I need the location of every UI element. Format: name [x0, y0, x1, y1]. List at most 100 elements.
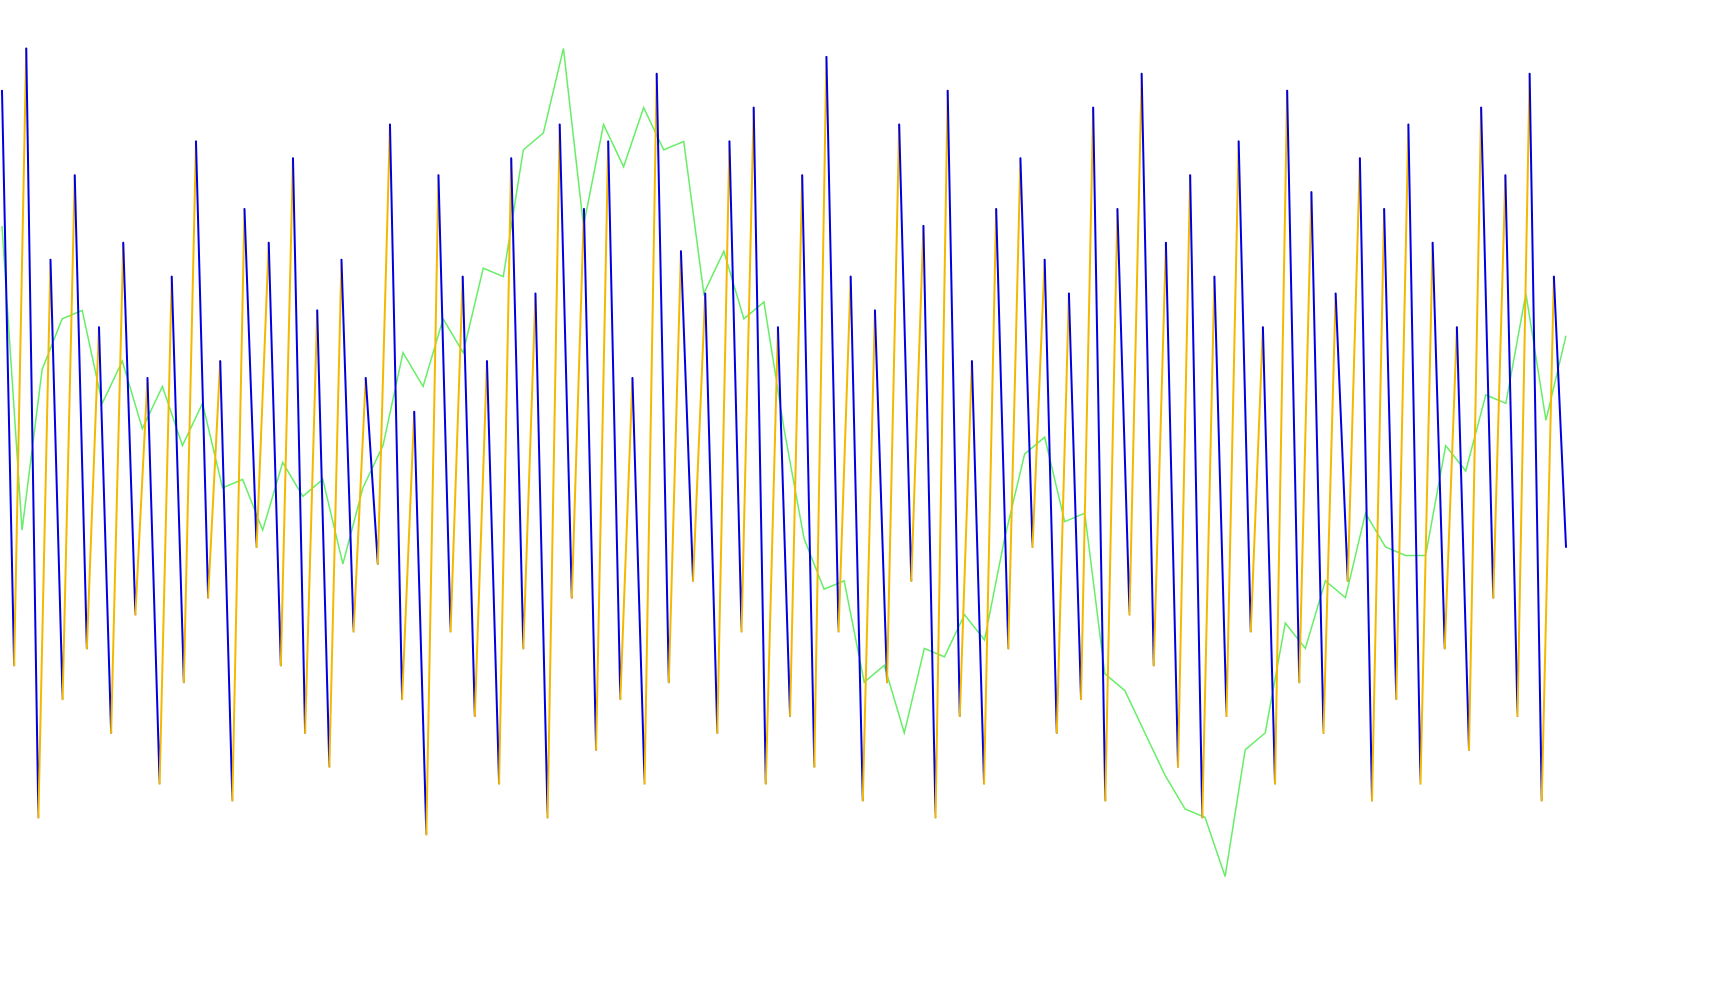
line-segment — [316, 309, 331, 768]
line-segment — [655, 72, 670, 684]
line-segment — [304, 309, 319, 734]
line-segment — [134, 377, 149, 616]
line-segment — [667, 250, 682, 684]
line-segment — [401, 410, 416, 701]
line-segment — [607, 140, 622, 701]
line-segment — [352, 377, 367, 633]
line-segment — [219, 360, 234, 802]
line-segment — [194, 140, 210, 599]
line-segment — [643, 72, 658, 785]
line-segment — [49, 258, 64, 701]
line-segment — [267, 241, 282, 667]
line-segment — [1055, 292, 1070, 734]
line-segment — [983, 208, 998, 785]
line-segment — [1067, 292, 1083, 701]
line-segment — [546, 123, 561, 819]
line — [1, 48, 1567, 877]
line-segment — [97, 326, 113, 734]
line-segment — [1516, 72, 1531, 717]
line-segment — [37, 258, 52, 819]
line-segment — [1371, 208, 1386, 802]
line-segment — [364, 377, 379, 565]
line-segment — [898, 123, 913, 582]
line-segment — [522, 292, 537, 650]
line-segment — [1552, 275, 1567, 548]
line-segment — [716, 140, 731, 734]
line-segment — [910, 224, 925, 582]
line-segment — [934, 89, 949, 819]
line-segment — [886, 123, 901, 684]
line-segment — [510, 157, 525, 650]
line-segment — [1407, 123, 1422, 785]
line-segment — [340, 258, 355, 633]
line-segment — [1504, 174, 1519, 717]
line-segment — [558, 123, 573, 599]
line-segment — [413, 410, 428, 836]
line-segment — [376, 123, 391, 565]
line-segment — [1334, 292, 1349, 582]
line-segment — [1007, 157, 1022, 650]
line-segment — [13, 47, 28, 667]
line-segment — [425, 174, 440, 836]
line-segment — [485, 360, 501, 785]
line-segment — [1443, 326, 1458, 650]
line-segment — [704, 292, 719, 734]
line-segment — [1201, 275, 1216, 819]
line-segment — [1116, 208, 1131, 616]
line-segment — [1128, 72, 1143, 616]
line-segment — [776, 326, 792, 717]
line-segment — [182, 140, 197, 684]
line-segment — [995, 208, 1010, 650]
line-segment — [789, 174, 804, 717]
line-segment — [1286, 89, 1301, 684]
line-segment — [85, 326, 100, 650]
line-segment — [1431, 241, 1446, 650]
line-segment — [1152, 241, 1167, 667]
line-segment — [388, 123, 404, 701]
line-segment — [801, 174, 816, 768]
line-segment — [1189, 174, 1204, 819]
line-segment — [1, 89, 16, 667]
line-segment — [728, 140, 743, 633]
line-segment — [61, 174, 76, 701]
line-segment — [837, 275, 852, 633]
line-segment — [1031, 258, 1046, 548]
line-segment — [461, 275, 476, 717]
line-segment — [1140, 72, 1155, 667]
line-segment — [752, 106, 767, 785]
line-segment — [291, 157, 307, 734]
line-segment — [1395, 123, 1410, 701]
line-segment — [1043, 258, 1058, 734]
line-segment — [25, 47, 40, 819]
line-segment — [498, 157, 513, 785]
line-segment — [946, 89, 961, 717]
line-segment — [231, 208, 246, 802]
line-segment — [1164, 241, 1180, 768]
line-segment — [1249, 326, 1264, 633]
line-segment — [279, 157, 294, 667]
line-segment — [1492, 174, 1507, 599]
line-segment — [1177, 174, 1192, 768]
line-segment — [825, 55, 840, 633]
line-segment — [849, 275, 864, 802]
line-segment — [1261, 326, 1277, 785]
line-segment — [1322, 292, 1337, 734]
line-segment — [1274, 89, 1289, 785]
line-segment — [1080, 106, 1095, 701]
line-segment — [619, 377, 634, 701]
line-segment — [1455, 326, 1471, 751]
line-segment — [1237, 140, 1252, 633]
line-segment — [473, 360, 488, 717]
line-segment — [1480, 106, 1495, 599]
line-segment — [764, 326, 779, 785]
line-segment — [158, 275, 173, 785]
line-segment — [595, 140, 610, 751]
line-segment — [1468, 106, 1483, 751]
line-segment — [437, 174, 452, 633]
line-segment — [1213, 275, 1228, 717]
line-segment — [1383, 208, 1398, 701]
line-segment — [73, 174, 88, 650]
line-segment — [110, 241, 125, 734]
line-segment — [122, 241, 137, 616]
